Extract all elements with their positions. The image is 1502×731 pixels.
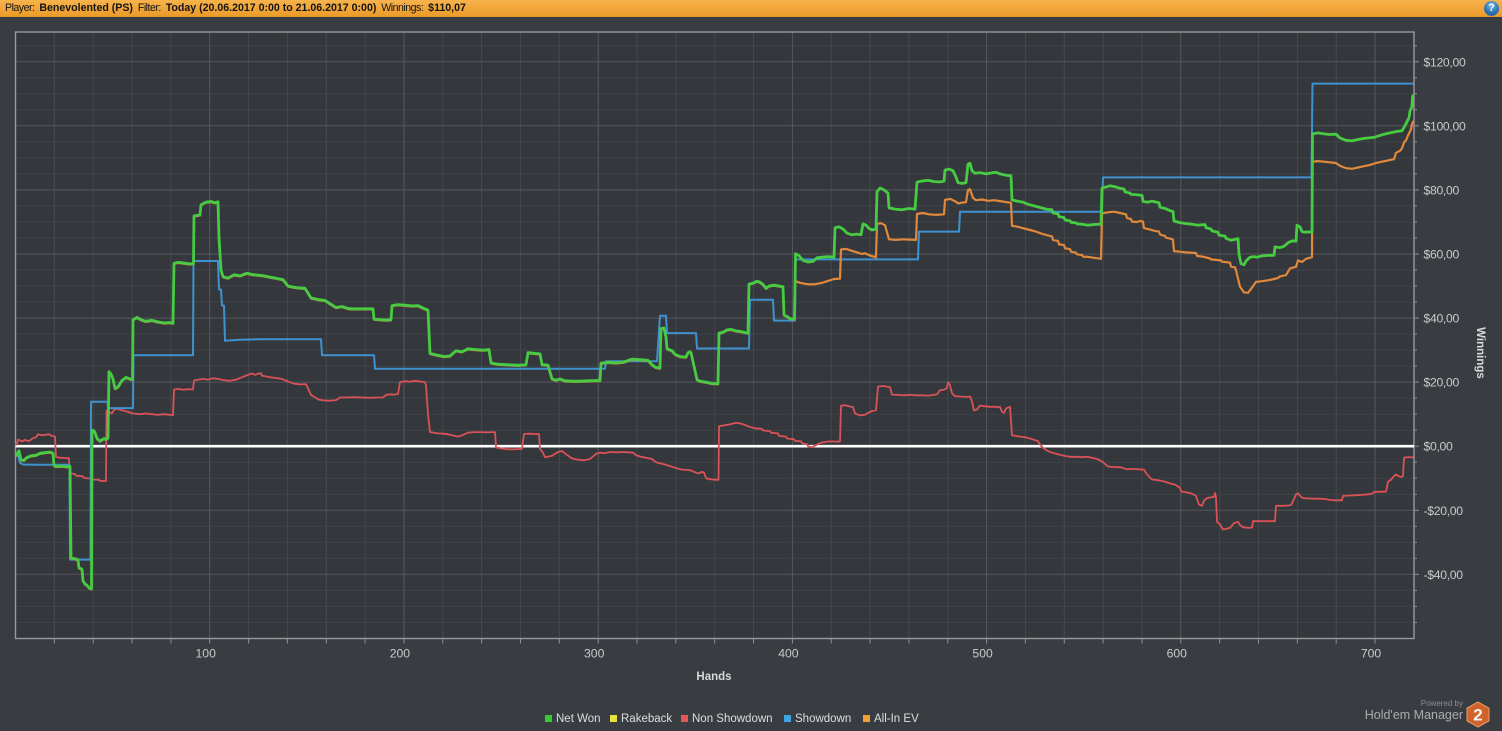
svg-text:400: 400	[778, 647, 799, 661]
svg-text:$20,00: $20,00	[1424, 376, 1460, 390]
svg-text:$80,00: $80,00	[1424, 183, 1460, 197]
svg-text:700: 700	[1361, 647, 1382, 661]
svg-text:100: 100	[196, 647, 217, 661]
svg-text:Winnings: Winnings	[1474, 327, 1486, 379]
svg-text:300: 300	[584, 647, 605, 661]
svg-text:$120,00: $120,00	[1424, 55, 1466, 69]
svg-text:$0,00: $0,00	[1424, 440, 1454, 454]
svg-text:$100,00: $100,00	[1424, 119, 1466, 133]
svg-text:500: 500	[972, 647, 993, 661]
svg-text:-$40,00: -$40,00	[1424, 568, 1464, 582]
svg-text:200: 200	[390, 647, 411, 661]
svg-text:-$20,00: -$20,00	[1424, 504, 1464, 518]
svg-text:Hands: Hands	[696, 671, 731, 683]
svg-text:$60,00: $60,00	[1424, 248, 1460, 262]
svg-text:600: 600	[1167, 647, 1188, 661]
svg-text:$40,00: $40,00	[1424, 312, 1460, 326]
svg-text:2: 2	[1473, 706, 1482, 725]
